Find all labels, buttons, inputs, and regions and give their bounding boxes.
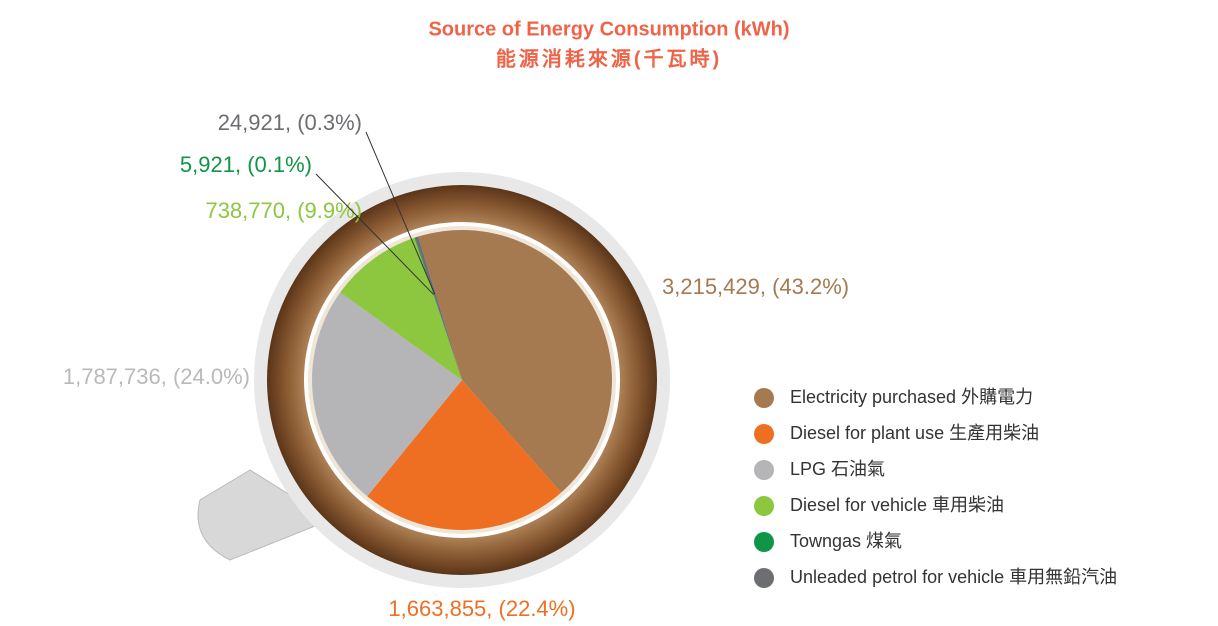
value-label: 3,215,429, (43.2%) (662, 274, 849, 299)
value-label: 24,921, (0.3%) (218, 110, 362, 135)
chart-title: Source of Energy Consumption (kWh) (428, 18, 789, 40)
pie-slice (340, 237, 462, 380)
pie-slice (415, 236, 462, 380)
pie-slice (418, 230, 613, 493)
chart-subtitle: 能源消耗來源(千瓦時) (496, 46, 722, 70)
legend-swatch (754, 460, 774, 480)
legend-label: Diesel for plant use 生產用柴油 (790, 423, 1039, 443)
mug-handle (197, 469, 332, 561)
legend-swatch (754, 388, 774, 408)
legend-label: Unleaded petrol for vehicle 車用無鉛汽油 (790, 567, 1117, 587)
pie-slice (367, 380, 562, 531)
legend-swatch (754, 424, 774, 444)
legend-label: Diesel for vehicle 車用柴油 (790, 495, 1004, 515)
legend-label: Electricity purchased 外購電力 (790, 387, 1033, 407)
legend-swatch (754, 496, 774, 516)
value-label: 738,770, (9.9%) (205, 198, 362, 223)
pie-slice (312, 292, 462, 497)
value-label: 5,921, (0.1%) (180, 152, 312, 177)
legend-swatch (754, 568, 774, 588)
leader-line (365, 131, 436, 295)
legend-label: Towngas 煤氣 (790, 531, 902, 551)
value-label: 1,787,736, (24.0%) (63, 364, 250, 389)
legend-label: LPG 石油氣 (790, 459, 885, 479)
legend-swatch (754, 532, 774, 552)
leader-line (315, 173, 435, 295)
value-label: 1,663,855, (22.4%) (388, 596, 575, 621)
